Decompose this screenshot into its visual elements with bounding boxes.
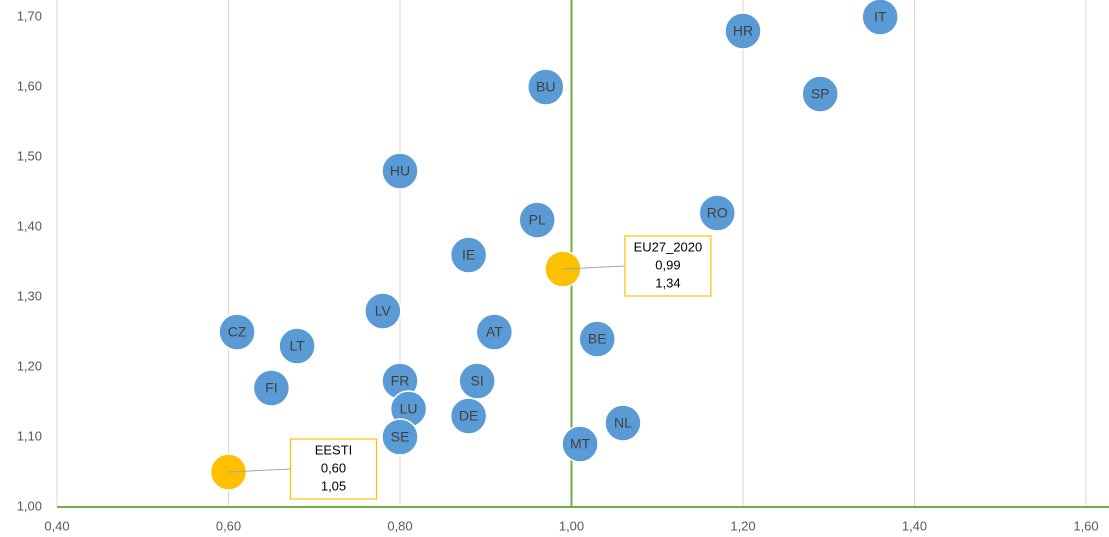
point bbox=[698, 194, 737, 232]
callout-x: 0,99 bbox=[655, 257, 680, 272]
y-tick-label: 1,30 bbox=[17, 288, 42, 303]
point bbox=[724, 12, 762, 50]
point-label: HR bbox=[733, 23, 753, 39]
point-label: CZ bbox=[228, 324, 247, 340]
point-label: SI bbox=[471, 373, 484, 389]
point bbox=[381, 418, 419, 456]
point-label: IE bbox=[462, 247, 475, 263]
point bbox=[578, 320, 616, 358]
y-tick-label: 1,50 bbox=[17, 148, 42, 163]
point-label: SP bbox=[811, 86, 830, 102]
x-tick-label: 1,40 bbox=[902, 518, 927, 533]
point bbox=[561, 425, 599, 463]
point-label: RO bbox=[707, 205, 728, 221]
x-tick-label: 1,00 bbox=[559, 518, 584, 533]
x-tick-label: 1,60 bbox=[1073, 518, 1098, 533]
callout-x: 0,60 bbox=[321, 460, 346, 475]
point bbox=[449, 236, 488, 274]
point bbox=[475, 313, 514, 351]
point-label: NL bbox=[614, 415, 632, 431]
point-label: BU bbox=[536, 79, 555, 95]
point-label: SE bbox=[391, 429, 410, 445]
point bbox=[381, 152, 419, 190]
leader-line bbox=[562, 265, 625, 270]
point bbox=[449, 397, 488, 435]
callout-y: 1,05 bbox=[321, 478, 346, 493]
y-tick-label: 1,70 bbox=[17, 8, 42, 23]
point-label: LU bbox=[400, 401, 418, 417]
leader-line bbox=[228, 468, 291, 473]
callout-name: EU27_2020 bbox=[634, 239, 703, 254]
y-tick-label: 1,00 bbox=[17, 498, 42, 513]
point bbox=[218, 313, 256, 351]
point bbox=[458, 362, 496, 400]
point bbox=[801, 75, 839, 113]
point bbox=[364, 292, 402, 330]
x-tick-label: 1,20 bbox=[730, 518, 755, 533]
y-tick-label: 1,10 bbox=[17, 428, 42, 443]
callout-y: 1,34 bbox=[655, 275, 680, 290]
point bbox=[278, 327, 316, 365]
callout-box bbox=[624, 235, 712, 297]
point-label: MT bbox=[570, 436, 591, 452]
point-label: HU bbox=[390, 163, 410, 179]
point-label: AT bbox=[486, 324, 503, 340]
point-label: BE bbox=[588, 331, 607, 347]
point-label: LV bbox=[375, 303, 392, 319]
callout-name: EESTI bbox=[315, 442, 353, 457]
y-tick-label: 1,20 bbox=[17, 358, 42, 373]
point bbox=[861, 0, 899, 36]
y-tick-label: 1,40 bbox=[17, 218, 42, 233]
point bbox=[252, 369, 291, 407]
x-tick-label: 0,80 bbox=[387, 518, 412, 533]
point bbox=[604, 404, 642, 442]
point-label: IT bbox=[874, 9, 887, 25]
x-tick-label: 0,40 bbox=[44, 518, 69, 533]
x-tick-label: 0,60 bbox=[216, 518, 241, 533]
point-label: LT bbox=[289, 338, 305, 354]
point-label: DE bbox=[459, 408, 478, 424]
point bbox=[527, 68, 565, 106]
y-tick-label: 1,60 bbox=[17, 78, 42, 93]
point bbox=[518, 201, 556, 239]
point-label: PL bbox=[529, 212, 546, 228]
point-label: FI bbox=[265, 380, 277, 396]
point-label: FR bbox=[391, 373, 410, 389]
callout-box bbox=[289, 438, 378, 500]
